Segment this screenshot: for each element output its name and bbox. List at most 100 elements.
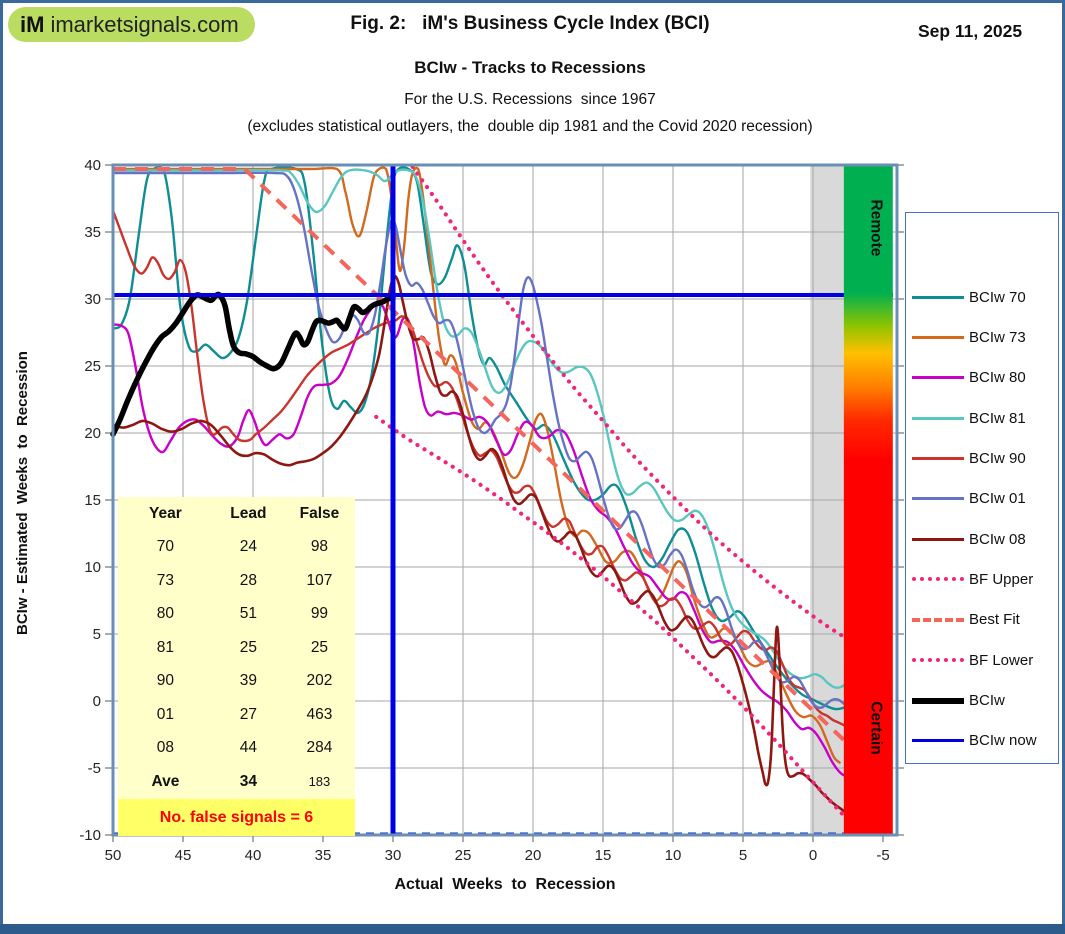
window-border-right bbox=[1062, 0, 1065, 934]
legend-swatch bbox=[912, 376, 964, 380]
table-cell: Lead bbox=[230, 504, 267, 522]
x-tick-label: 10 bbox=[665, 847, 682, 864]
series-bciw bbox=[110, 291, 396, 438]
legend-swatch bbox=[912, 416, 964, 420]
y-tick-label: 30 bbox=[84, 291, 101, 308]
y-tick-label: 20 bbox=[84, 425, 101, 442]
y-tick-label: 0 bbox=[93, 693, 101, 710]
figure-title: Fig. 2: iM's Business Cycle Index (BCI) bbox=[350, 13, 710, 34]
legend-item-bciw-80: BCIw 80 bbox=[912, 367, 1058, 389]
table-cell: 28 bbox=[239, 571, 257, 589]
table-cell: 34 bbox=[239, 772, 257, 790]
table-cell: 25 bbox=[239, 638, 257, 656]
table-row: 70 24 98 bbox=[118, 531, 355, 565]
false-signals-note: No. false signals = 6 bbox=[118, 799, 355, 836]
legend-swatch bbox=[912, 537, 964, 541]
y-tick-label: 10 bbox=[84, 559, 101, 576]
table-cell: 463 bbox=[306, 705, 333, 723]
series-bf-lower bbox=[374, 414, 852, 824]
legend-swatch bbox=[912, 739, 964, 743]
legend-label: BCIw 70 bbox=[969, 288, 1026, 306]
x-tick-label: 20 bbox=[525, 847, 542, 864]
table-row: 08 44 284 bbox=[118, 732, 355, 766]
x-tick-label: 45 bbox=[175, 847, 192, 864]
y-tick-label: 40 bbox=[84, 157, 101, 174]
y-tick-label: 25 bbox=[84, 358, 101, 375]
y-tick-label: -10 bbox=[79, 827, 101, 844]
x-tick-label: 0 bbox=[809, 847, 817, 864]
table-cell: 183 bbox=[308, 774, 331, 790]
table-cell: Year bbox=[149, 504, 182, 522]
legend-swatch bbox=[912, 697, 964, 704]
legend-swatch bbox=[912, 295, 964, 299]
table-row: Ave 34 183 bbox=[118, 765, 355, 799]
legend-label: BCIw 81 bbox=[969, 409, 1026, 427]
table-row: 90 39 202 bbox=[118, 665, 355, 699]
window-border-bottom bbox=[0, 924, 1065, 934]
legend-swatch bbox=[912, 497, 964, 501]
table-row: 80 51 99 bbox=[118, 598, 355, 632]
legend-item-bciw-90: BCIw 90 bbox=[912, 447, 1058, 469]
table-cell: 51 bbox=[239, 605, 257, 623]
x-tick-label: 35 bbox=[315, 847, 332, 864]
table-cell: Ave bbox=[151, 772, 180, 790]
site-logo: iM imarketsignals.com bbox=[8, 7, 255, 42]
y-tick-label: 35 bbox=[84, 224, 101, 241]
table-cell: 73 bbox=[156, 571, 175, 589]
chart-note-line1: For the U.S. Recessions since 1967 bbox=[404, 91, 656, 108]
chart-note-line2: (excludes statistical outlayers, the dou… bbox=[247, 118, 813, 135]
legend-item-bciw-70: BCIw 70 bbox=[912, 286, 1058, 308]
series-bciw-01 bbox=[111, 171, 851, 711]
table-row: 73 28 107 bbox=[118, 564, 355, 598]
chart-legend: BCIw 70 BCIw 73 BCIw 80 BCIw 81 BCIw 90 BCIw … bbox=[905, 212, 1059, 764]
x-tick-label: 25 bbox=[455, 847, 472, 864]
table-cell: 08 bbox=[156, 739, 175, 757]
legend-item-bciw-now: BCIw now bbox=[912, 730, 1058, 752]
table-cell: 70 bbox=[156, 538, 175, 556]
chart-subtitle: BCIw - Tracks to Recessions bbox=[414, 58, 646, 77]
table-row: 01 27 463 bbox=[118, 698, 355, 732]
plot-frame bbox=[111, 163, 899, 837]
x-axis-title: Actual Weeks to Recession bbox=[394, 876, 616, 893]
table-header-row: Year Lead False bbox=[118, 497, 355, 531]
legend-swatch bbox=[912, 658, 964, 663]
table-cell: 24 bbox=[239, 538, 257, 556]
risk-label-certain: Certain bbox=[867, 701, 884, 754]
lead-false-table: Year Lead False 70 24 98 73 28 107 80 51 99 81 25 25 90… bbox=[118, 497, 355, 799]
legend-item-bf-lower: BF Lower bbox=[912, 649, 1058, 671]
legend-label: BF Lower bbox=[969, 651, 1034, 669]
legend-label: BCIw 01 bbox=[969, 490, 1026, 508]
legend-label: BCIw 08 bbox=[969, 530, 1026, 548]
table-cell: 90 bbox=[156, 672, 175, 690]
legend-swatch bbox=[912, 456, 964, 460]
y-tick-label: 5 bbox=[93, 626, 101, 643]
table-cell: False bbox=[299, 504, 340, 522]
table-cell: 202 bbox=[306, 672, 333, 690]
legend-item-bciw: BCIw bbox=[912, 690, 1058, 712]
window-border-top bbox=[0, 0, 1065, 3]
table-cell: 99 bbox=[310, 605, 329, 623]
legend-item-bciw-01: BCIw 01 bbox=[912, 488, 1058, 510]
table-cell: 44 bbox=[239, 739, 257, 757]
x-tick-label: 50 bbox=[105, 847, 122, 864]
table-cell: 25 bbox=[310, 638, 329, 656]
table-cell: 81 bbox=[156, 638, 175, 656]
legend-label: BCIw bbox=[969, 692, 1005, 709]
y-tick-label: -5 bbox=[88, 760, 101, 777]
table-cell: 98 bbox=[310, 538, 329, 556]
legend-item-best-fit: Best Fit bbox=[912, 609, 1058, 631]
x-tick-label: 5 bbox=[739, 847, 747, 864]
legend-label: BCIw now bbox=[969, 732, 1037, 750]
window-border-left bbox=[0, 0, 3, 934]
legend-swatch bbox=[912, 617, 964, 622]
risk-gradient-bar bbox=[843, 166, 893, 834]
logo-im-mark: iM bbox=[20, 11, 45, 37]
legend-label: BF Upper bbox=[969, 570, 1034, 588]
legend-item-bciw-81: BCIw 81 bbox=[912, 407, 1058, 429]
table-cell: 01 bbox=[156, 705, 175, 723]
table-cell: 284 bbox=[306, 739, 333, 757]
x-tick-label: 40 bbox=[245, 847, 262, 864]
logo-domain-text: imarketsignals.com bbox=[50, 11, 239, 37]
legend-label: BCIw 80 bbox=[969, 369, 1026, 387]
